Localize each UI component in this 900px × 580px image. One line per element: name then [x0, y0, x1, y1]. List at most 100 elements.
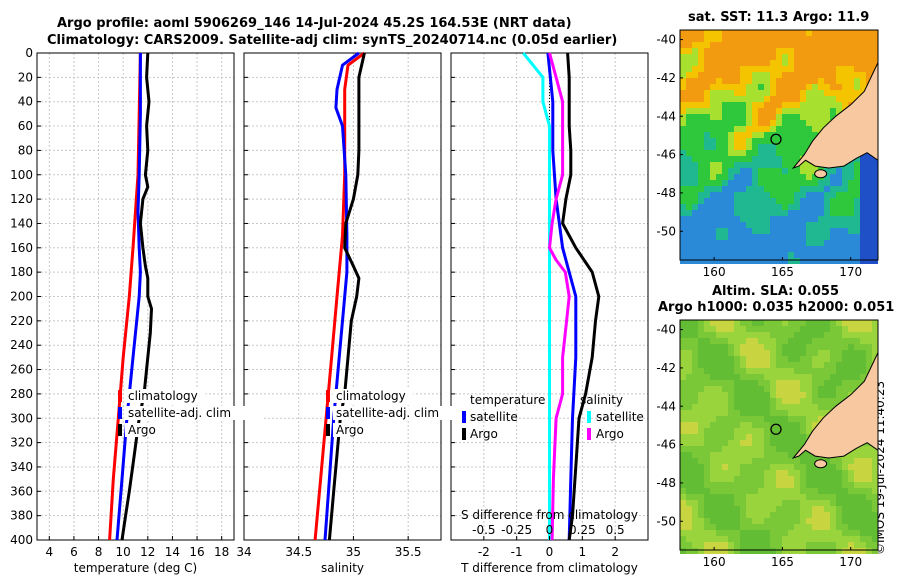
map-cell — [782, 362, 788, 368]
map-cell — [794, 380, 800, 386]
map-cell — [770, 332, 776, 338]
map-cell — [794, 138, 800, 144]
map-cell — [800, 240, 806, 246]
map-cell — [830, 198, 836, 204]
map-cell — [686, 500, 692, 506]
map-cell — [866, 156, 872, 162]
map-cell — [824, 78, 830, 84]
map-cell — [680, 542, 686, 548]
map-cell — [680, 524, 686, 530]
map-cell — [716, 500, 722, 506]
map-cell — [746, 332, 752, 338]
map-cell — [800, 440, 806, 446]
map-cell — [698, 132, 704, 138]
map-cell — [818, 494, 824, 500]
map-cell — [866, 512, 872, 518]
map-cell — [782, 506, 788, 512]
map-cell — [848, 180, 854, 186]
map-cell — [728, 482, 734, 488]
map-cell — [806, 162, 812, 168]
map-cell — [746, 452, 752, 458]
map-cell — [752, 168, 758, 174]
map-cell — [788, 210, 794, 216]
map-cell — [770, 476, 776, 482]
map-cell — [716, 410, 722, 416]
map-cell — [872, 494, 878, 500]
map-cell — [734, 398, 740, 404]
map-cell — [770, 518, 776, 524]
map-cell — [824, 42, 830, 48]
map-cell — [722, 398, 728, 404]
map-cell — [848, 162, 854, 168]
map-cell — [872, 542, 878, 548]
map-cell — [824, 524, 830, 530]
map-cell — [722, 84, 728, 90]
map-cell — [770, 138, 776, 144]
map-cell — [860, 204, 866, 210]
map-cell — [692, 458, 698, 464]
map-cell — [812, 222, 818, 228]
map-cell — [800, 506, 806, 512]
map-cell — [692, 536, 698, 542]
map-cell — [698, 234, 704, 240]
map-cell — [704, 338, 710, 344]
map-cell — [848, 36, 854, 42]
map-cell — [824, 30, 830, 36]
map-cell — [812, 530, 818, 536]
map-cell — [710, 356, 716, 362]
map-cell — [716, 192, 722, 198]
map-cell — [764, 494, 770, 500]
map-cell — [722, 548, 728, 554]
map-cell — [716, 126, 722, 132]
map-cell — [764, 452, 770, 458]
map-cell — [806, 464, 812, 470]
map-cell — [842, 234, 848, 240]
map-cell — [818, 120, 824, 126]
map-cell — [686, 380, 692, 386]
map-cell — [752, 108, 758, 114]
map-cell — [794, 476, 800, 482]
map-cell — [788, 440, 794, 446]
map-cell — [788, 246, 794, 252]
map-cell — [776, 204, 782, 210]
map-cell — [872, 210, 878, 216]
map-cell — [782, 458, 788, 464]
map-cell — [752, 102, 758, 108]
map-cell — [872, 174, 878, 180]
map-cell — [782, 428, 788, 434]
map-cell — [800, 458, 806, 464]
map-cell — [806, 512, 812, 518]
map-cell — [806, 488, 812, 494]
map-cell — [722, 234, 728, 240]
map-cell — [716, 204, 722, 210]
map-cell — [686, 536, 692, 542]
map-cell — [872, 60, 878, 66]
map-cell — [734, 168, 740, 174]
map-cell — [824, 536, 830, 542]
map-cell — [746, 344, 752, 350]
map-cell — [866, 174, 872, 180]
map-cell — [764, 422, 770, 428]
map-cell — [860, 210, 866, 216]
map-cell — [842, 168, 848, 174]
map-cell — [752, 374, 758, 380]
map-cell — [740, 78, 746, 84]
map-cell — [770, 204, 776, 210]
map-cell — [704, 60, 710, 66]
map-cell — [812, 258, 818, 264]
map-cell — [848, 204, 854, 210]
map-cell — [752, 234, 758, 240]
map-cell — [758, 440, 764, 446]
map-cell — [740, 72, 746, 78]
map-cell — [734, 332, 740, 338]
map-cell — [788, 162, 794, 168]
map-cell — [740, 374, 746, 380]
map-cell — [836, 96, 842, 102]
map-cell — [758, 374, 764, 380]
map-cell — [704, 512, 710, 518]
map-cell — [734, 338, 740, 344]
map-cell — [824, 168, 830, 174]
map-cell — [704, 228, 710, 234]
map-cell — [698, 204, 704, 210]
map-cell — [842, 96, 848, 102]
